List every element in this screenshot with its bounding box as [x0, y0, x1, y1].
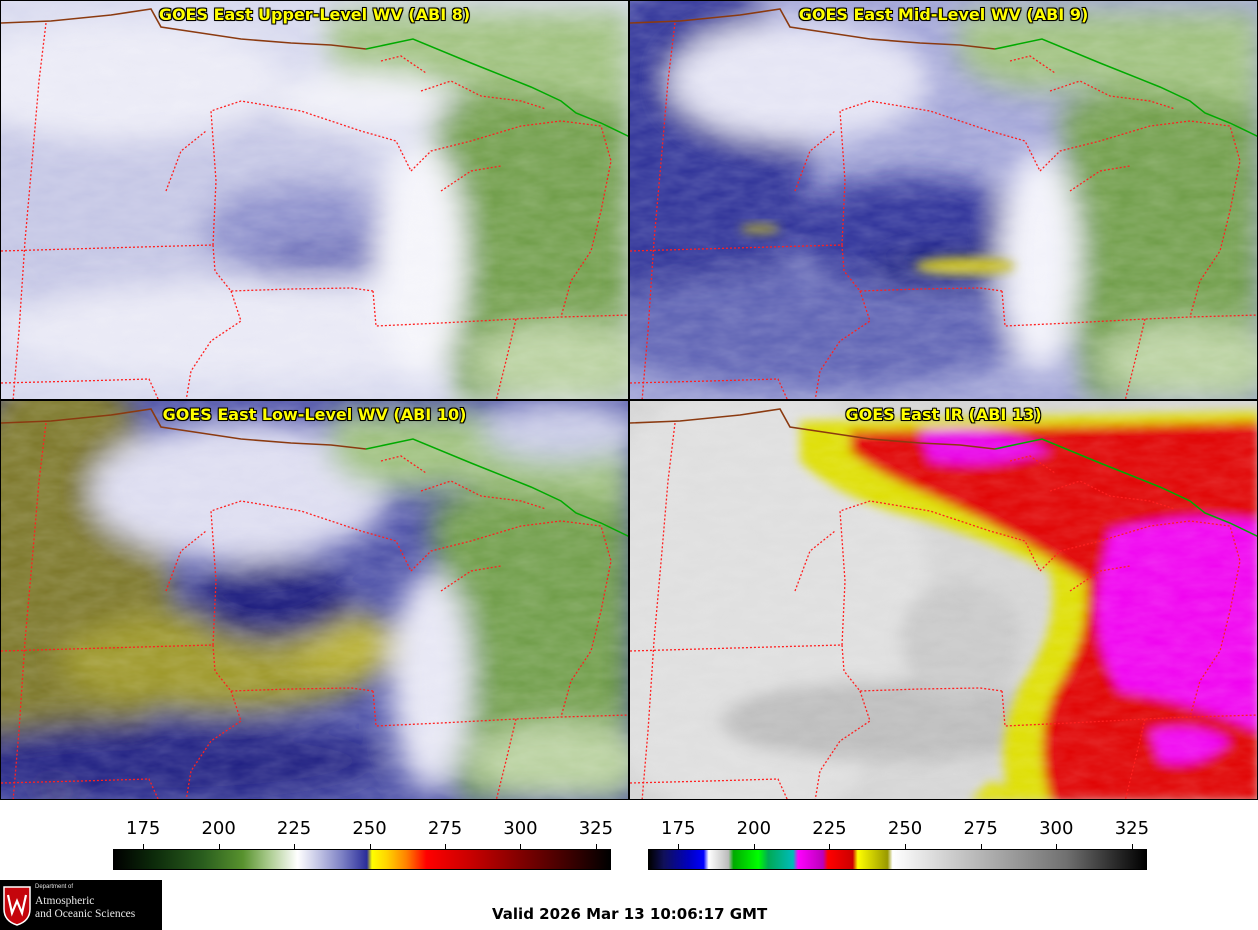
colorbar-tick-mark: [1056, 844, 1058, 850]
colorbar-tick-mark: [905, 844, 907, 850]
colorbar-tick-label: 325: [1114, 818, 1150, 839]
dept-small-label: Department of: [35, 884, 74, 890]
colorbar-tick-label: 300: [1039, 818, 1074, 839]
colorbar-tick-label: 275: [963, 818, 998, 839]
colorbar-tick-label: 250: [887, 818, 923, 839]
panel-title: GOES East Upper-Level WV (ABI 8): [158, 5, 471, 24]
colorbar-tick-label: 225: [812, 818, 847, 839]
colorbar-tick-label: 275: [427, 818, 463, 839]
colorbar-tick-mark: [445, 844, 446, 850]
colorbar-tick-mark: [520, 844, 522, 850]
low-level-wv-map: [1, 401, 628, 799]
ir-colorbar: [648, 849, 1147, 870]
ir-map: [630, 401, 1257, 799]
upper-level-wv-map: [1, 1, 628, 399]
panel-low-level-wv: GOES East Low-Level WV (ABI 10): [0, 400, 629, 800]
dept-line1: Atmospheric: [35, 895, 95, 907]
dept-name: Atmospheric and Oceanic Sciences: [35, 895, 135, 921]
colorbar-tick-mark: [595, 844, 597, 850]
colorbar-tick-mark: [1131, 844, 1133, 850]
valid-time-label: Valid 2026 Mar 13 10:06:17 GMT: [492, 905, 768, 923]
panel-title: GOES East Mid-Level WV (ABI 9): [798, 5, 1089, 24]
ir-colorbar-ticks: 175 200 225 250 275 300 325: [648, 812, 1150, 850]
wv-colorbar-ticks: 175 200 225 250 275 300 325: [113, 812, 614, 850]
colorbar-tick-label: 175: [125, 818, 161, 839]
panel-title: GOES East Low-Level WV (ABI 10): [162, 405, 467, 424]
colorbar-tick-label: 225: [276, 818, 312, 839]
colorbar-tick-label: 325: [578, 818, 614, 839]
mid-level-wv-map: [630, 1, 1257, 399]
dept-line2: and Oceanic Sciences: [35, 908, 136, 920]
colorbar-tick-mark: [218, 844, 220, 850]
colorbar-tick-mark: [753, 844, 755, 850]
colorbar-tick-label: 175: [661, 818, 696, 839]
colorbar-tick-label: 200: [201, 818, 236, 839]
wv-colorbar: [113, 849, 611, 870]
colorbar-tick-mark: [143, 844, 145, 850]
colorbar-tick-mark: [829, 844, 831, 850]
colorbar-tick-mark: [369, 844, 371, 850]
uw-crest-icon: [3, 886, 31, 926]
aos-logo: Department of Atmospheric and Oceanic Sc…: [0, 880, 162, 930]
colorbar-tick-mark: [980, 844, 982, 850]
colorbar-tick-label: 300: [503, 818, 538, 839]
colorbar-tick-label: 200: [736, 818, 772, 839]
colorbar-tick-label: 250: [352, 818, 387, 839]
panel-title: GOES East IR (ABI 13): [845, 405, 1042, 424]
panel-ir: GOES East IR (ABI 13): [629, 400, 1258, 800]
colorbar-tick-mark: [678, 844, 680, 850]
panel-mid-level-wv: GOES East Mid-Level WV (ABI 9): [629, 0, 1258, 400]
panel-upper-level-wv: GOES East Upper-Level WV (ABI 8): [0, 0, 629, 400]
colorbar-tick-mark: [294, 844, 296, 850]
